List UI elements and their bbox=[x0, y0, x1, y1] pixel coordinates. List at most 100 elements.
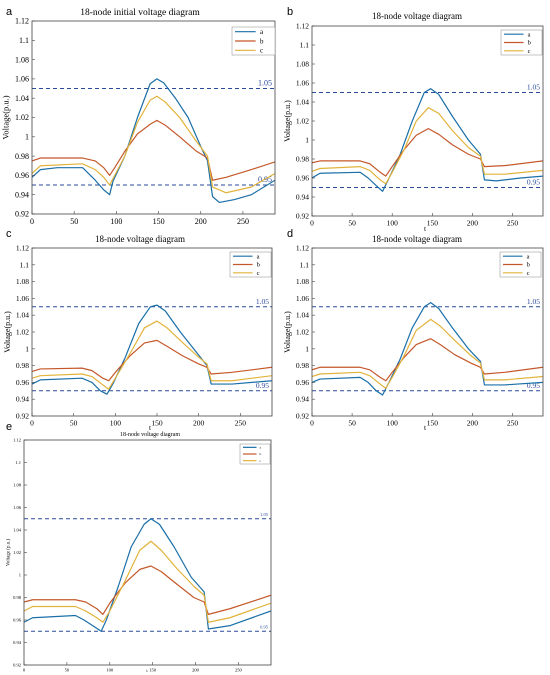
chart-title: 18-node voltage diagram bbox=[372, 234, 462, 244]
x-tick-label: 0 bbox=[30, 217, 34, 226]
legend-label-c: c bbox=[528, 48, 531, 55]
y-tick-label: 1.08 bbox=[16, 277, 29, 286]
x-tick-label: 50 bbox=[65, 668, 70, 673]
legend-label-c: c bbox=[257, 270, 260, 277]
y-tick-label: 1 bbox=[305, 136, 309, 145]
chart-title: 18-node voltage diagram bbox=[372, 11, 462, 21]
series-line-a bbox=[24, 518, 271, 632]
panel-letter: a bbox=[6, 6, 13, 18]
y-tick-label: 1.04 bbox=[296, 311, 309, 320]
x-tick-label: 50 bbox=[70, 217, 78, 226]
x-tick-label: 250 bbox=[235, 419, 247, 428]
y-tick-label: 1.12 bbox=[13, 438, 21, 443]
y-tick-label: 0.98 bbox=[16, 361, 29, 370]
threshold-label: 1.05 bbox=[527, 83, 540, 92]
x-tick-label: 150 bbox=[427, 219, 439, 228]
x-tick-label: 50 bbox=[70, 419, 78, 428]
legend-label-a: a bbox=[527, 253, 530, 260]
y-tick-label: 1.08 bbox=[296, 60, 309, 69]
chart-title: 18-node voltage diagram bbox=[120, 432, 180, 438]
x-tick-label: 0 bbox=[310, 219, 314, 228]
y-tick-label: 1.12 bbox=[15, 17, 29, 26]
y-tick-label: 1.02 bbox=[296, 328, 309, 337]
x-tick-label: 150 bbox=[151, 419, 163, 428]
series-line-c bbox=[24, 540, 271, 623]
y-tick-label: 1.08 bbox=[13, 483, 22, 488]
y-tick-label: 1.02 bbox=[16, 328, 29, 337]
legend: abc bbox=[500, 29, 543, 56]
legend-label-b: b bbox=[528, 40, 531, 47]
legend: abc bbox=[231, 26, 276, 56]
x-axis-label: t bbox=[424, 224, 427, 233]
x-tick-label: 50 bbox=[348, 419, 356, 428]
y-tick-label: 1.04 bbox=[296, 98, 309, 107]
y-tick-label: 1 bbox=[19, 573, 21, 578]
threshold-label: 1.05 bbox=[256, 297, 269, 306]
x-tick-label: 250 bbox=[235, 668, 243, 673]
y-axis-label: Voltage (p.u.) bbox=[7, 539, 12, 567]
y-tick-label: 1.12 bbox=[16, 244, 29, 253]
legend: abc bbox=[229, 251, 272, 278]
y-tick-label: 1.06 bbox=[13, 505, 22, 510]
legend: abc bbox=[499, 251, 542, 278]
legend-label-b: b bbox=[260, 37, 264, 45]
x-tick-label: 150 bbox=[153, 217, 165, 226]
series-line-c bbox=[32, 320, 272, 390]
series-line-c bbox=[312, 318, 543, 389]
threshold-label: 1.05 bbox=[527, 297, 540, 306]
panel-b: b 18-node voltage diagram 1.05 0.95 0 50 100 15… bbox=[283, 6, 544, 233]
y-tick-label: 1.04 bbox=[16, 311, 29, 320]
y-tick-label: 0.98 bbox=[296, 155, 309, 164]
x-tick-label: 250 bbox=[507, 219, 519, 228]
x-axis-label: t bbox=[146, 668, 148, 673]
y-tick-label: 0.94 bbox=[15, 190, 29, 199]
legend-label-b: b bbox=[260, 452, 262, 456]
y-tick-label: 1.1 bbox=[19, 36, 29, 45]
y-tick-label: 1.06 bbox=[296, 294, 309, 303]
y-tick-label: 1.1 bbox=[300, 260, 310, 269]
y-tick-label: 1.06 bbox=[15, 75, 29, 84]
series-line-a bbox=[312, 88, 543, 192]
x-tick-label: 50 bbox=[348, 219, 356, 228]
threshold-label: 0.95 bbox=[256, 381, 269, 390]
legend-label-a: a bbox=[260, 28, 264, 36]
x-tick-label: 150 bbox=[427, 419, 439, 428]
y-tick-label: 1.1 bbox=[15, 460, 21, 465]
x-tick-label: 250 bbox=[237, 217, 249, 226]
y-axis-label: Voltage(p.u.) bbox=[3, 311, 12, 353]
legend-label-a: a bbox=[257, 253, 260, 260]
x-tick-label: 100 bbox=[387, 419, 399, 428]
series-line-a bbox=[312, 302, 543, 396]
y-tick-label: 0.96 bbox=[15, 171, 29, 180]
legend-label-b: b bbox=[257, 262, 260, 269]
y-tick-label: 1.12 bbox=[296, 244, 309, 253]
x-tick-label: 100 bbox=[110, 419, 122, 428]
chart-title: 18-node initial voltage diagram bbox=[80, 8, 200, 18]
x-axis-label: t bbox=[424, 423, 427, 432]
y-tick-label: 1.08 bbox=[15, 55, 29, 64]
panel-c: c 18-node voltage diagram 1.05 0.95 0 50 100 15… bbox=[3, 228, 273, 432]
x-tick-label: 150 bbox=[149, 668, 157, 673]
y-tick-label: 0.94 bbox=[296, 193, 309, 202]
y-tick-label: 1 bbox=[25, 344, 29, 353]
y-tick-label: 0.96 bbox=[16, 378, 29, 387]
chart-title: 18-node voltage diagram bbox=[95, 234, 185, 244]
y-tick-label: 1.08 bbox=[296, 277, 309, 286]
y-tick-label: 1.1 bbox=[300, 41, 310, 50]
x-tick-label: 200 bbox=[467, 219, 479, 228]
legend-label-c: c bbox=[527, 270, 530, 277]
x-tick-label: 0 bbox=[23, 668, 26, 673]
y-tick-label: 0.92 bbox=[16, 412, 29, 421]
y-tick-label: 0.94 bbox=[16, 395, 29, 404]
panel-letter: d bbox=[287, 228, 293, 240]
y-tick-label: 1.02 bbox=[296, 117, 309, 126]
series-line-c bbox=[32, 95, 275, 194]
y-tick-label: 1.02 bbox=[15, 113, 29, 122]
legend-label-c: c bbox=[260, 47, 263, 55]
y-axis-label: Voltage(p.u.) bbox=[283, 100, 292, 142]
series-line-a bbox=[32, 78, 275, 204]
series-line-b bbox=[24, 565, 271, 615]
x-tick-label: 0 bbox=[30, 419, 34, 428]
